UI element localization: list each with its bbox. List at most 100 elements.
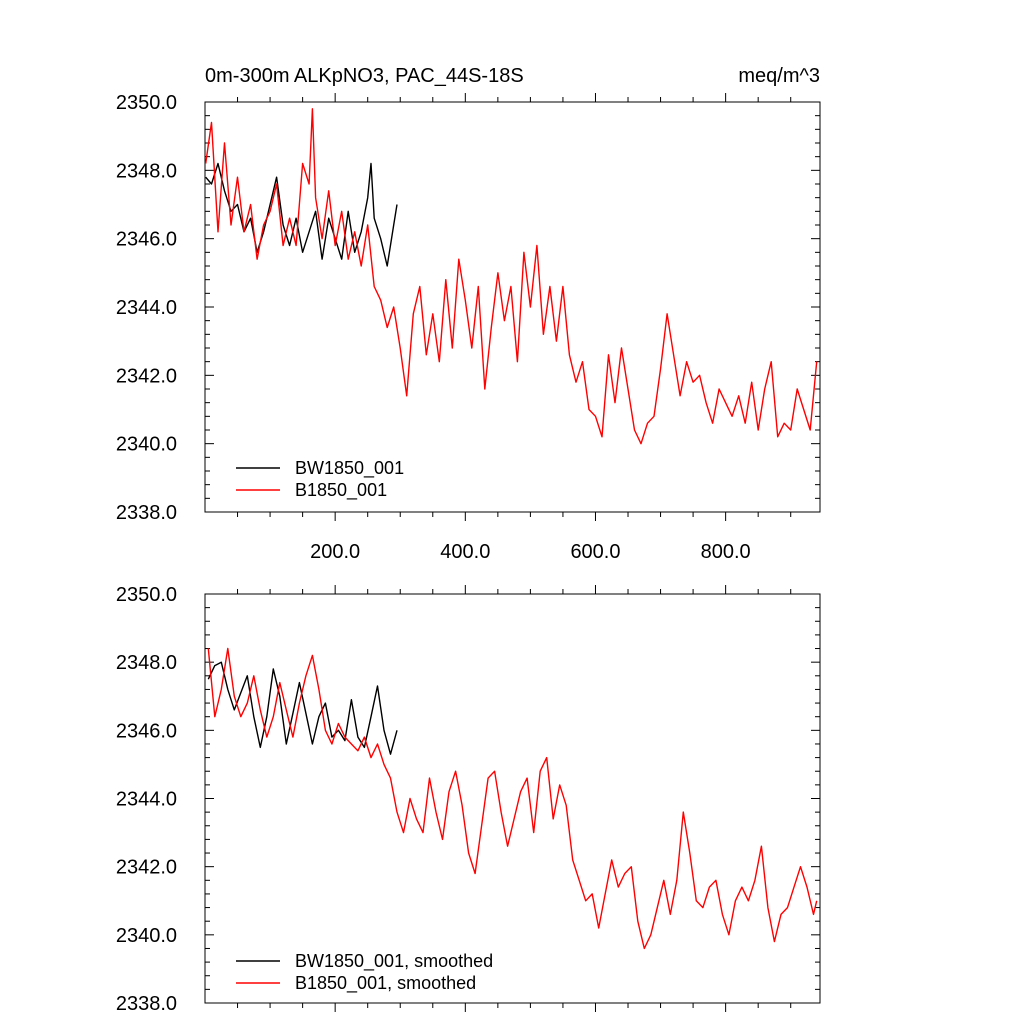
data-point <box>426 354 427 355</box>
data-point <box>260 747 261 748</box>
data-point <box>338 723 339 724</box>
data-point <box>725 402 726 403</box>
data-point <box>227 689 228 690</box>
data-point <box>579 880 580 881</box>
data-point <box>660 368 661 369</box>
series-0 <box>207 661 398 755</box>
data-point <box>318 716 319 717</box>
data-point <box>793 887 794 888</box>
data-point <box>810 429 811 430</box>
data-point <box>266 737 267 738</box>
y-tick-label: 2346.0 <box>116 720 177 742</box>
data-point <box>348 211 349 212</box>
data-point <box>240 692 241 693</box>
data-point <box>514 818 515 819</box>
data-point <box>328 190 329 191</box>
data-point <box>527 778 528 779</box>
data-point <box>230 224 231 225</box>
data-point <box>520 791 521 792</box>
data-point <box>621 347 622 348</box>
data-point <box>338 730 339 731</box>
data-point <box>693 382 694 383</box>
data-point <box>383 764 384 765</box>
data-point <box>631 866 632 867</box>
data-point <box>598 927 599 928</box>
data-point <box>442 839 443 840</box>
data-point <box>393 224 394 225</box>
data-point <box>644 948 645 949</box>
data-point <box>341 211 342 212</box>
data-point <box>777 436 778 437</box>
data-point <box>595 416 596 417</box>
data-point <box>396 204 397 205</box>
data-point <box>458 259 459 260</box>
data-point <box>562 286 563 287</box>
plot-frame <box>204 593 821 1004</box>
data-point <box>510 286 511 287</box>
data-point <box>569 354 570 355</box>
data-point <box>758 429 759 430</box>
data-point <box>556 341 557 342</box>
data-point <box>250 204 251 205</box>
data-point <box>549 286 550 287</box>
data-point <box>237 177 238 178</box>
data-point <box>435 812 436 813</box>
data-point <box>292 737 293 738</box>
data-point <box>214 716 215 717</box>
data-point <box>553 818 554 819</box>
data-point <box>296 245 297 246</box>
data-point <box>634 429 635 430</box>
data-point <box>211 183 212 184</box>
data-point <box>572 859 573 860</box>
data-point <box>270 204 271 205</box>
data-point <box>331 737 332 738</box>
data-point <box>497 272 498 273</box>
data-point <box>309 183 310 184</box>
data-point <box>322 259 323 260</box>
data-point <box>377 685 378 686</box>
data-point <box>735 900 736 901</box>
data-point <box>706 402 707 403</box>
data-point <box>299 682 300 683</box>
data-point <box>608 354 609 355</box>
data-point <box>361 231 362 232</box>
data-point <box>208 648 209 649</box>
data-point <box>751 382 752 383</box>
data-point <box>657 907 658 908</box>
data-point <box>780 914 781 915</box>
data-point <box>712 423 713 424</box>
y-tick-label: 2342.0 <box>116 857 177 879</box>
data-point <box>315 197 316 198</box>
data-point <box>296 218 297 219</box>
data-point <box>748 900 749 901</box>
data-point <box>816 900 817 901</box>
data-point <box>374 286 375 287</box>
data-point <box>315 211 316 212</box>
data-point <box>806 887 807 888</box>
data-point <box>445 279 446 280</box>
data-point <box>247 703 248 704</box>
data-point <box>221 662 222 663</box>
data-point <box>582 361 583 362</box>
data-point <box>208 679 209 680</box>
data-point <box>377 743 378 744</box>
data-point <box>260 709 261 710</box>
data-point <box>393 306 394 307</box>
data-point <box>318 689 319 690</box>
data-point <box>683 812 684 813</box>
data-point <box>413 313 414 314</box>
data-point <box>305 713 306 714</box>
data-point <box>475 873 476 874</box>
data-point <box>406 395 407 396</box>
data-point <box>354 231 355 232</box>
x-tick-label: 600.0 <box>570 541 620 563</box>
data-point <box>273 668 274 669</box>
data-point <box>227 648 228 649</box>
data-point <box>416 818 417 819</box>
data-point <box>331 743 332 744</box>
legend-label: B1850_001, smoothed <box>295 973 476 994</box>
y-tick-label: 2348.0 <box>116 652 177 674</box>
data-point <box>680 395 681 396</box>
data-point <box>276 183 277 184</box>
